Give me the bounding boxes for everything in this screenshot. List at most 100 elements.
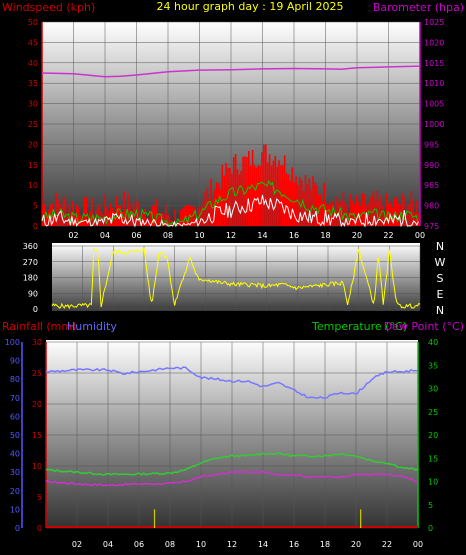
wind-speed-bar xyxy=(401,193,403,226)
direction-label-w: W xyxy=(435,256,446,269)
wind-speed-bar xyxy=(293,182,295,226)
temp-tick-label: 30 xyxy=(428,385,438,394)
wind-speed-bar xyxy=(283,155,286,226)
dewpoint-line xyxy=(45,470,419,487)
rain-tick-label: 30 xyxy=(32,338,42,347)
wind-speed-bar xyxy=(138,202,140,226)
wind-speed-bar xyxy=(181,208,184,226)
humidity-tick-label: 40 xyxy=(10,450,20,459)
wind-speed-bar xyxy=(395,196,397,226)
wind-speed-bar xyxy=(130,210,133,226)
wind-speed-bar xyxy=(272,160,275,226)
rain-tick-label: 0 xyxy=(37,524,42,533)
humidity-tick-label: 100 xyxy=(5,338,20,347)
barometer-axis-label: Barometer (hpa) xyxy=(373,1,464,14)
wind-speed-bar xyxy=(257,165,260,226)
wind-speed-bar xyxy=(386,193,388,226)
wind-speed-bar xyxy=(329,203,331,226)
baro-tick-label: 975 xyxy=(424,222,439,231)
wind-speed-bar xyxy=(276,166,278,226)
wind-speed-bar xyxy=(278,160,280,226)
wind-speed-bar xyxy=(155,199,157,226)
wind-speed-bar xyxy=(236,169,239,226)
wind-speed-bar xyxy=(285,173,288,226)
wind-tick-label: 20 xyxy=(28,140,38,149)
wind-speed-bar xyxy=(159,213,161,226)
wind-speed-bar xyxy=(389,201,392,226)
wind-speed-bar xyxy=(244,156,246,226)
wind-speed-bar xyxy=(261,152,263,226)
dewpoint-axis-label: Dew Point (°C) xyxy=(384,320,464,333)
wind-tick-label: 10 xyxy=(28,181,38,190)
wind-tick-label: 15 xyxy=(28,161,38,170)
wind-speed-bar xyxy=(270,165,273,226)
hour-tick-label: 14 xyxy=(257,231,267,240)
temp-hour-tick-label: 10 xyxy=(196,540,206,549)
temp-hour-tick-label: 08 xyxy=(165,540,175,549)
wind-speed-bar xyxy=(312,176,314,226)
wind-speed-bar xyxy=(251,150,254,226)
wind-tick-label: 40 xyxy=(28,59,38,68)
hour-tick-label: 20 xyxy=(352,231,362,240)
wind-speed-bar xyxy=(348,212,350,226)
wind-speed-bar xyxy=(47,210,50,226)
wind-speed-bar xyxy=(217,183,220,226)
wind-speed-bar xyxy=(185,205,188,226)
wind-speed-bar xyxy=(57,199,59,226)
wind-speed-bar xyxy=(193,206,195,226)
wind-speed-bar xyxy=(174,209,176,226)
winddir-tick-label: 270 xyxy=(23,258,38,267)
wind-speed-bar xyxy=(397,203,399,226)
wind-average-line xyxy=(41,194,419,228)
wind-speed-bar xyxy=(387,204,390,226)
temp-tick-label: 15 xyxy=(428,454,438,463)
wind-speed-bar xyxy=(125,209,127,226)
temp-tick-label: 10 xyxy=(428,478,438,487)
wind-speed-bar xyxy=(62,195,65,226)
baro-tick-label: 985 xyxy=(424,181,439,190)
direction-label-s: S xyxy=(437,272,444,285)
temp-hour-tick-label: 06 xyxy=(134,540,144,549)
wind-tick-label: 0 xyxy=(33,222,38,231)
wind-speed-bar xyxy=(289,180,292,226)
temp-hour-tick-label: 02 xyxy=(72,540,82,549)
wind-speed-bar xyxy=(266,162,269,226)
direction-label-n-bottom: N xyxy=(436,304,444,317)
wind-speed-bar xyxy=(59,204,61,226)
wind-speed-bar xyxy=(380,195,382,226)
wind-speed-bar xyxy=(168,215,171,226)
wind-speed-bar xyxy=(304,175,307,226)
wind-speed-bar xyxy=(361,193,363,226)
wind-speed-bar xyxy=(297,185,299,226)
wind-speed-bar xyxy=(180,210,182,226)
windspeed-axis-label: Windspeed (kph) xyxy=(2,1,95,14)
baro-tick-label: 1000 xyxy=(424,120,444,129)
wind-speed-bar xyxy=(314,182,316,226)
temperature-line xyxy=(45,451,419,476)
temp-tick-label: 35 xyxy=(428,361,438,370)
wind-speed-bar xyxy=(176,224,178,226)
wind-speed-bar xyxy=(306,183,309,226)
wind-speed-bar xyxy=(299,177,301,226)
wind-speed-bar xyxy=(212,200,214,226)
temp-hour-tick-label: 00 xyxy=(413,540,423,549)
wind-speed-bar xyxy=(149,211,152,226)
wind-speed-bar xyxy=(83,197,86,226)
wind-speed-bar xyxy=(225,163,227,226)
wind-speed-bar xyxy=(355,195,358,226)
rain-tick-label: 10 xyxy=(32,462,42,471)
temp-hour-tick-label: 16 xyxy=(289,540,299,549)
hour-tick-label: 02 xyxy=(68,231,78,240)
wind-speed-bar xyxy=(164,204,167,226)
chart-title: 24 hour graph day : 19 April 2025 xyxy=(157,0,344,13)
temp-hour-tick-label: 12 xyxy=(227,540,237,549)
wind-speed-bar xyxy=(123,191,125,226)
humidity-tick-label: 80 xyxy=(10,375,20,384)
wind-direction-line xyxy=(51,247,421,310)
wind-speed-bar xyxy=(319,193,322,226)
hour-tick-label: 10 xyxy=(194,231,204,240)
wind-tick-label: 25 xyxy=(28,120,38,129)
wind-speed-bar xyxy=(115,196,118,226)
wind-speed-bar xyxy=(45,214,48,226)
